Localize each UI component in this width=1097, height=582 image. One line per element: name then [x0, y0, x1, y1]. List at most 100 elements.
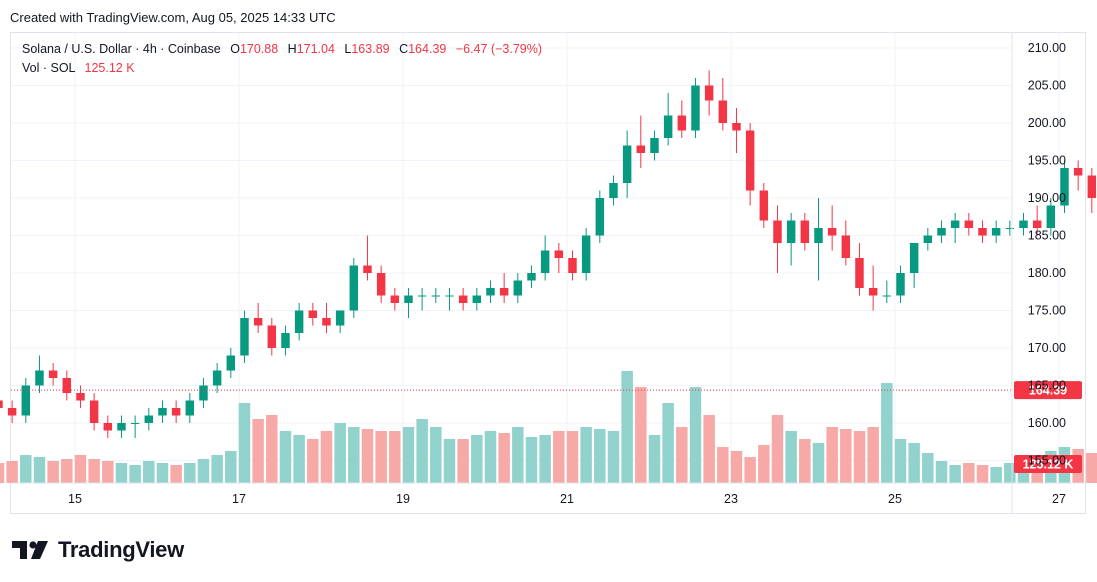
- candle-body: [718, 100, 728, 123]
- close-value: 164.39: [408, 42, 447, 56]
- volume-bar: [949, 465, 961, 483]
- volume-bar: [703, 415, 715, 483]
- candle-body: [458, 295, 468, 303]
- candle-body: [1046, 205, 1056, 228]
- candles: [0, 70, 1097, 438]
- candle-body: [978, 228, 987, 236]
- volume-bar: [402, 427, 415, 483]
- chart-frame[interactable]: [10, 32, 1086, 514]
- y-tick-label: 160.00: [1028, 416, 1066, 430]
- volume-bar: [498, 433, 510, 483]
- volume-bar: [115, 463, 128, 483]
- last-volume-badge: [1014, 455, 1082, 473]
- candle-body: [308, 310, 318, 318]
- volume-bar: [976, 465, 989, 483]
- volume-bar: [799, 439, 811, 483]
- tradingview-brand[interactable]: TradingView: [58, 537, 184, 562]
- candle-body: [199, 385, 208, 401]
- y-tick-label: 185.00: [1028, 229, 1066, 243]
- volume-bar: [361, 429, 374, 483]
- volume-bar: [1031, 467, 1043, 483]
- candle-body: [1060, 168, 1069, 206]
- candle-body: [103, 423, 113, 431]
- time-axis: 1517192123252729Aug357: [11, 482, 1085, 506]
- volume-bar: [635, 387, 647, 483]
- change-value: −6.47 (−3.79%): [455, 42, 542, 56]
- candle-body: [554, 250, 564, 258]
- candle-body: [445, 295, 454, 297]
- y-tick-label: 195.00: [1028, 154, 1066, 168]
- volume-bar: [430, 427, 442, 483]
- volume-bar: [539, 435, 551, 483]
- volume-bar: [211, 455, 223, 483]
- x-tick-label: 23: [724, 492, 738, 506]
- candle-body: [431, 295, 441, 297]
- high-value: 171.04: [296, 42, 335, 56]
- volume-bar: [170, 465, 182, 483]
- candle-body: [130, 423, 140, 424]
- volume-bar: [0, 463, 5, 483]
- low-label: L: [344, 42, 352, 56]
- candle-body: [294, 310, 304, 333]
- open-label: O: [230, 42, 240, 56]
- volume-bar: [143, 461, 155, 483]
- volume-bar: [6, 461, 18, 483]
- volume-bar: [990, 467, 1002, 483]
- y-tick-label: 180.00: [1028, 266, 1066, 280]
- volume-value: 125.12 K: [84, 61, 135, 75]
- y-tick-label: 165.00: [1028, 379, 1066, 393]
- candle-body: [335, 310, 345, 326]
- volume-bar: [375, 431, 387, 483]
- candle-body: [773, 220, 782, 243]
- volume-bar: [1004, 463, 1016, 483]
- candle-body: [390, 295, 400, 303]
- legend: Solana / U.S. Dollar · 4h · Coinbase O 17…: [22, 40, 542, 78]
- volume-bar: [566, 431, 579, 483]
- last-volume-label: 125.12 K: [1023, 458, 1074, 472]
- candle-body: [267, 325, 277, 348]
- candle-body: [868, 288, 878, 296]
- volume-bar: [525, 437, 538, 483]
- candle-body: [21, 385, 31, 416]
- volume-bar: [894, 439, 907, 483]
- candle-body: [937, 228, 946, 236]
- y-tick-label: 200.00: [1028, 116, 1066, 130]
- candle-body: [677, 115, 687, 131]
- volume-bar: [935, 461, 948, 483]
- volume-bar: [47, 461, 59, 483]
- last-price-line: 164.39 125.12 K: [11, 381, 1082, 473]
- symbol-title[interactable]: Solana / U.S. Dollar · 4h · Coinbase: [22, 42, 221, 56]
- candle-body: [376, 273, 386, 296]
- volume-bar: [922, 453, 934, 483]
- candle-body: [827, 228, 837, 236]
- candle-body: [991, 228, 1001, 236]
- volume-bar: [238, 403, 251, 483]
- candle-body: [704, 85, 714, 101]
- candle-body: [814, 228, 823, 243]
- volume-bar: [484, 431, 497, 483]
- volume-bar: [785, 431, 797, 483]
- volume-bar: [580, 427, 592, 483]
- candle-body: [1032, 220, 1042, 228]
- candle-body: [35, 370, 44, 386]
- volume-bar: [320, 431, 333, 483]
- volume-bar: [881, 383, 893, 483]
- volume-label[interactable]: Vol · SOL: [22, 61, 76, 75]
- candle-body: [636, 145, 646, 153]
- candle-body: [759, 190, 769, 221]
- volume-bar: [963, 463, 975, 483]
- close-label: C: [399, 42, 409, 56]
- volume-bar: [184, 463, 196, 483]
- x-tick-label: 25: [888, 492, 902, 506]
- price-axis: 210.00 205.00 200.00 195.00 190.00 185.00 180.…: [1011, 33, 1066, 514]
- volume-bar: [594, 429, 606, 483]
- grid-lines: [11, 33, 1060, 483]
- candle-body: [595, 198, 605, 236]
- candle-body: [882, 295, 892, 297]
- candle-body: [581, 235, 591, 273]
- created-with-note: Created with TradingView.com, Aug 05, 20…: [10, 10, 336, 25]
- candle-body: [800, 220, 810, 243]
- volume-bar: [471, 435, 483, 483]
- volume-bar: [307, 439, 319, 483]
